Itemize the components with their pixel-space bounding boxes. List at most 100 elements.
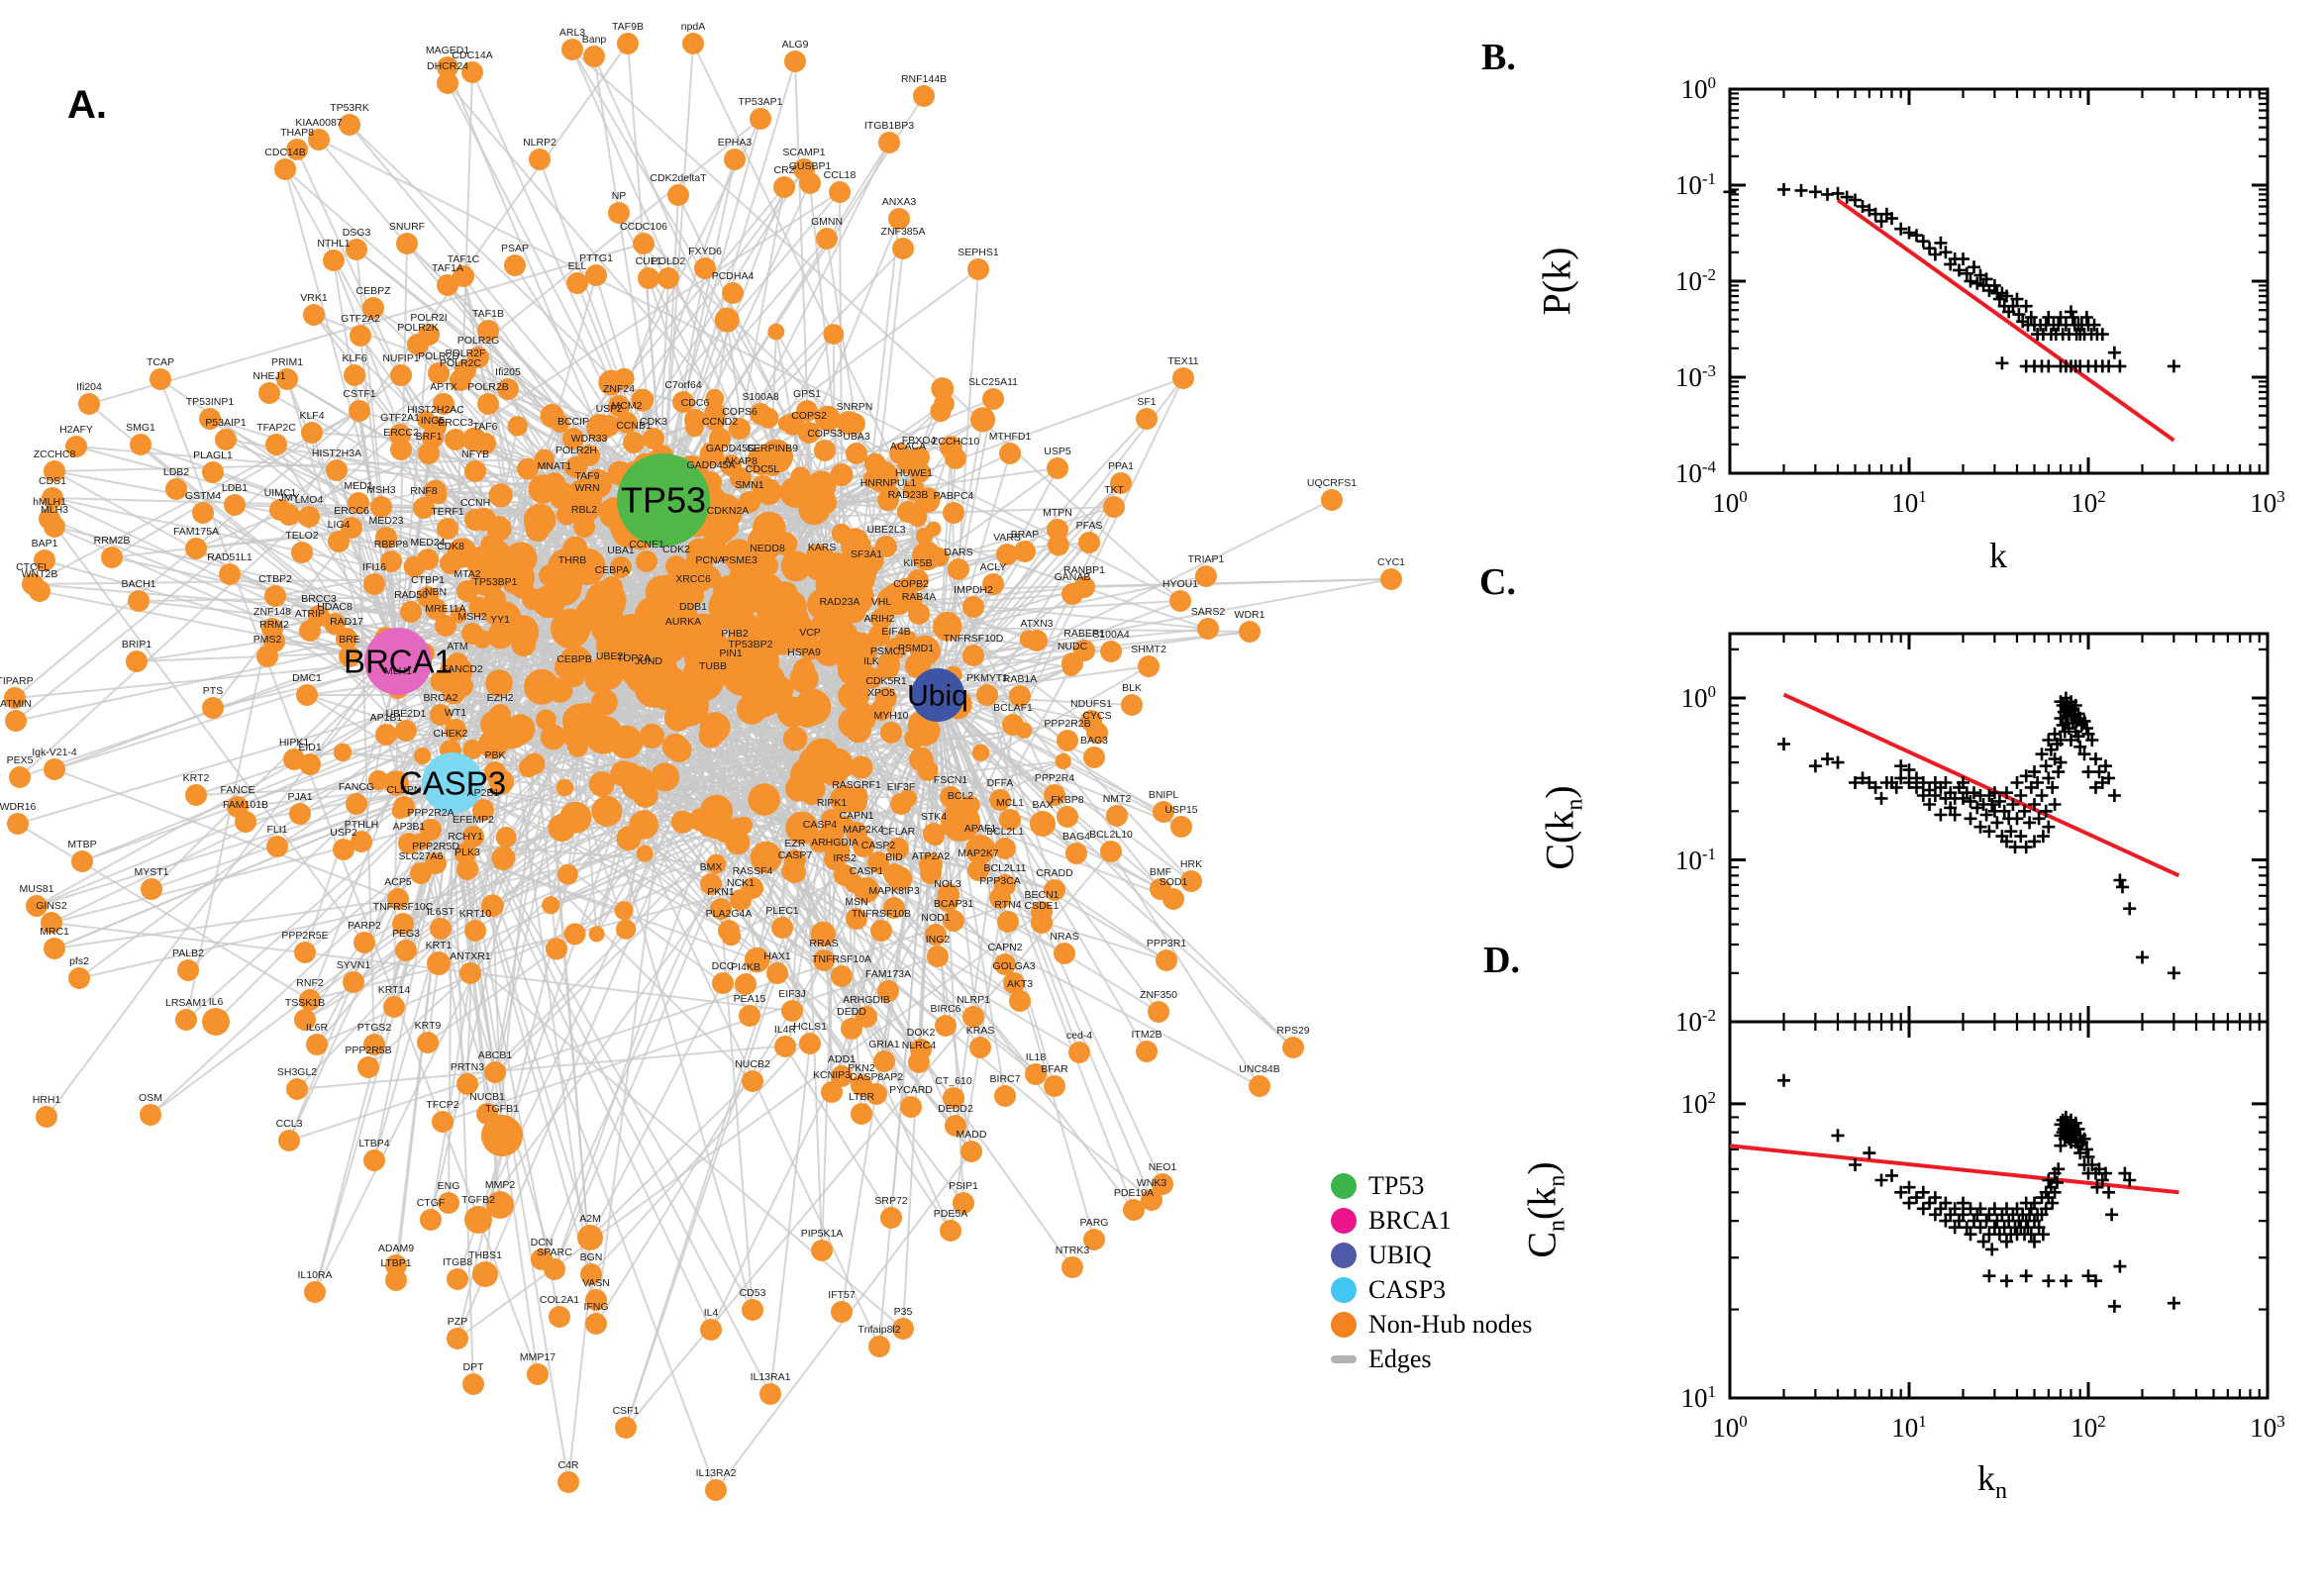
network-node-label: ERCC6 [334, 505, 369, 517]
network-node [1162, 888, 1184, 910]
network-node [484, 761, 506, 783]
network-node-label: GSTM4 [185, 490, 221, 502]
network-node [724, 640, 746, 661]
network-node-label: TNFRSF10B [852, 908, 911, 920]
y-tick-label: 10-3 [1674, 361, 1716, 392]
network-node-label: ABCB1 [478, 1049, 513, 1061]
network-node [905, 654, 927, 676]
network-node [185, 538, 207, 559]
network-node-label: VRK1 [300, 292, 328, 304]
network-node-label: IMPDH2 [954, 584, 993, 596]
network-node-label: PLA2G4A [706, 908, 753, 920]
network-node-label: XRCC6 [675, 573, 711, 585]
network-node [464, 509, 486, 531]
network-node-label: ANXA3 [882, 196, 917, 208]
network-node-label: BACH1 [121, 578, 155, 590]
network-node-label: POLR2I [410, 312, 447, 324]
network-node-label: FANCG [339, 781, 374, 793]
network-node [410, 862, 432, 884]
network-node-label: CDK5R1 [865, 675, 907, 687]
network-node [943, 910, 964, 932]
network-node [308, 129, 330, 150]
network-node-label: UIMC1 [264, 487, 297, 499]
network-node [1061, 652, 1083, 674]
network-node-label: FSCN1 [934, 774, 968, 786]
network-node [773, 176, 795, 198]
network-node [796, 400, 818, 422]
network-node-label: MSH2 [457, 611, 486, 623]
network-node [418, 443, 440, 464]
network-node [999, 443, 1021, 464]
network-node [400, 601, 422, 623]
network-node-label: MED1 [344, 480, 372, 492]
network-node-label: COPS2 [791, 410, 827, 422]
network-node-label: TOP2A [617, 652, 651, 664]
network-node-label: CEBPB [556, 653, 592, 665]
y-tick-label: 101 [1680, 1382, 1717, 1413]
fit-line-d [1729, 1144, 2179, 1195]
network-node-label: SCAMP1 [782, 147, 825, 158]
network-node-label: CASP7 [778, 849, 813, 861]
network-node [339, 114, 360, 136]
network-node [326, 459, 348, 481]
network-node-label: NLRP1 [957, 994, 990, 1006]
network-node-label: Ifi205 [495, 366, 521, 378]
network-node-label: CTGF [417, 1197, 446, 1209]
network-node-label: CDK2 [662, 544, 690, 555]
network-node [177, 959, 199, 981]
network-node-label: SYVN1 [337, 959, 371, 971]
network-node-label: KRT2 [183, 772, 210, 784]
network-node-label: FANCE [220, 784, 254, 796]
network-node-label: GTF2A2 [341, 313, 380, 325]
network-node-label: THRB [558, 554, 587, 566]
network-node [997, 911, 1019, 933]
network-node-label: RAD51L1 [207, 551, 252, 563]
network-node-label: RANBP1 [1063, 564, 1105, 576]
network-node-label: PPP2R5B [345, 1045, 391, 1056]
network-node-label: IFI16 [362, 561, 386, 573]
network-node-label: EIF3F [887, 781, 916, 793]
network-node [710, 898, 732, 920]
network-node [445, 719, 466, 741]
network-node [638, 267, 659, 289]
network-node-label: IL6ST [427, 906, 455, 918]
network-node [101, 547, 123, 568]
network-node-label: MED23 [368, 515, 403, 527]
network-node-label: NUFIP1 [382, 352, 420, 364]
network-node-label: PEG3 [392, 928, 420, 940]
network-node [398, 833, 420, 854]
network-node [5, 710, 27, 732]
network-node-label: TGFB1 [485, 1103, 519, 1115]
network-node-label: ARIH2 [864, 613, 895, 625]
network-node [1047, 457, 1068, 479]
network-node-label: HNRNPUL1 [860, 477, 917, 489]
network-node-label: C4R [557, 1459, 578, 1471]
network-node [814, 440, 836, 461]
network-node [1195, 565, 1217, 587]
network-node [199, 408, 221, 430]
network-node-label: Igk-V21-4 [32, 747, 77, 758]
network-node [1136, 408, 1158, 430]
network-node [1061, 1256, 1083, 1278]
network-node-label: UBE2D1 [386, 708, 427, 720]
network-node [453, 265, 474, 287]
network-node-label: NEO1 [1149, 1161, 1177, 1173]
network-node-label: MCL1 [996, 797, 1024, 809]
network-node [264, 585, 286, 607]
network-node-label: RABEP1 [1063, 628, 1105, 640]
network-node [343, 971, 364, 993]
network-node-label: TP53BP2 [729, 639, 773, 650]
network-node-label: DSG3 [343, 227, 371, 239]
network-node-label: CTBP1 [411, 574, 445, 586]
network-node-label: SMG1 [126, 422, 155, 434]
network-node [799, 639, 821, 660]
network-node [875, 536, 897, 557]
network-node-label: KCNIP3 [813, 1069, 851, 1081]
network-node-label: UBE2L3 [866, 524, 905, 536]
network-node-label: Banp [582, 34, 607, 46]
network-node-label: KLF4 [299, 410, 324, 422]
network-node [489, 626, 511, 648]
network-node [705, 1479, 727, 1501]
network-node [71, 850, 93, 872]
network-node [781, 1000, 803, 1022]
